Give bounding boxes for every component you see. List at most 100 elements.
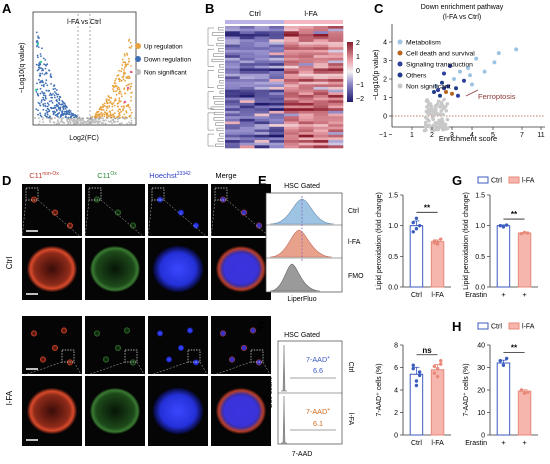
volcano-point <box>119 122 121 125</box>
heatmap-cell <box>239 129 255 133</box>
heatmap-cell <box>239 89 255 93</box>
volcano-point <box>123 107 125 109</box>
flow-f-xlabel: 7-AAD <box>292 451 313 458</box>
heatmap-cell <box>298 94 314 98</box>
heatmap-cell <box>298 126 314 130</box>
enrich-point-ns <box>424 115 428 120</box>
volcano-point <box>108 105 111 107</box>
bar-ylabel: 7-AAD⁺ cells (%) <box>376 363 383 416</box>
heatmap-cell <box>254 132 270 136</box>
volcano-point <box>130 82 133 85</box>
volcano-point <box>73 116 75 119</box>
zoom-roi-box <box>214 187 228 201</box>
volcano-point <box>71 117 74 120</box>
volcano-point <box>118 92 120 95</box>
volcano-point <box>54 104 56 107</box>
cell-overview <box>60 327 68 334</box>
volcano-point <box>82 123 85 125</box>
heatmap-cell <box>298 124 314 128</box>
heatmap-cell <box>225 116 241 120</box>
legend-h-lfa: l-FA <box>522 324 535 331</box>
heatmap-cell <box>284 118 300 122</box>
heatmap-scale-tick: −2 <box>356 96 364 103</box>
heatmap-cell <box>328 26 344 29</box>
volcano-point <box>43 94 45 97</box>
heatmap-cell <box>328 65 344 69</box>
heatmap-cell <box>254 44 270 48</box>
volcano-point <box>39 104 42 107</box>
heatmap-cell <box>254 84 270 88</box>
bar-y-tick: 10 <box>477 410 485 417</box>
volcano-point <box>106 101 108 104</box>
volcano-point <box>129 41 132 44</box>
legend-ns: Non significant <box>144 70 187 77</box>
erastin-plus: + <box>501 290 506 299</box>
bar-x-category: l-FA <box>431 440 444 447</box>
volcano-point <box>112 84 115 87</box>
heatmap-cell <box>284 71 300 75</box>
heatmap-cell <box>328 110 344 114</box>
volcano-point <box>70 119 73 121</box>
cell-overview <box>66 359 74 366</box>
volcano-point <box>41 81 43 83</box>
volcano-point <box>61 103 64 105</box>
ferroptosis-annotation: Ferroptosis <box>478 92 516 101</box>
heatmap-cell <box>269 71 285 75</box>
volcano-point <box>67 111 70 113</box>
volcano-point <box>40 55 42 57</box>
volcano-point <box>37 56 39 59</box>
volcano-point <box>127 83 130 86</box>
heatmap-cell <box>313 145 329 149</box>
volcano-point <box>121 95 123 98</box>
volcano-point <box>58 122 61 125</box>
heatmap-cell <box>239 102 255 106</box>
heatmap-cell <box>284 26 300 29</box>
heatmap-cell <box>225 44 241 48</box>
volcano-point <box>69 123 72 125</box>
heatmap-cell <box>284 68 300 72</box>
heatmap-cell <box>328 68 344 72</box>
volcano-point <box>39 112 41 115</box>
volcano-point <box>123 113 126 116</box>
heatmap-cell <box>313 132 329 136</box>
heatmap-cell <box>269 76 285 80</box>
heatmap-cell <box>269 132 285 136</box>
heatmap-cell <box>239 145 255 149</box>
heatmap-cell <box>269 55 285 59</box>
volcano-point <box>43 83 45 86</box>
heatmap-cell <box>313 89 329 93</box>
volcano-point <box>117 115 120 117</box>
heatmap-cell <box>298 76 314 80</box>
heatmap-cell <box>284 49 300 53</box>
volcano-point <box>50 94 53 96</box>
heatmap-cell <box>269 97 285 101</box>
bar-data-point <box>432 371 437 375</box>
enrich-point-metabolism <box>466 65 470 70</box>
volcano-point <box>131 91 133 94</box>
bar-data-point <box>414 216 419 221</box>
heatmap-col-ctrl: Ctrl <box>249 9 261 18</box>
heatmap-cell <box>225 121 241 125</box>
heatmap-cell <box>328 137 344 141</box>
heatmap-cell <box>269 26 285 29</box>
significance-mark: ns <box>422 346 432 355</box>
heatmap-cell <box>225 100 241 104</box>
volcano-point <box>57 93 60 96</box>
heatmap-cell <box>225 63 241 67</box>
volcano-point <box>111 118 114 121</box>
heatmap-cell <box>225 97 241 101</box>
bar-data-point <box>417 223 422 228</box>
heatmap-cell <box>284 39 300 43</box>
volcano-point <box>116 88 119 91</box>
heatmap-cell <box>328 36 344 40</box>
volcano-point <box>41 69 43 72</box>
volcano-point <box>111 122 113 125</box>
volcano-point <box>61 100 63 102</box>
volcano-point <box>46 105 49 108</box>
heatmap-cell <box>328 129 344 133</box>
enrich-point-metabolism <box>514 47 519 52</box>
volcano-point <box>117 102 120 105</box>
heatmap-cell <box>284 97 300 101</box>
volcano-point <box>128 123 131 125</box>
flow-e-row-lfa: l-FA <box>348 239 361 246</box>
